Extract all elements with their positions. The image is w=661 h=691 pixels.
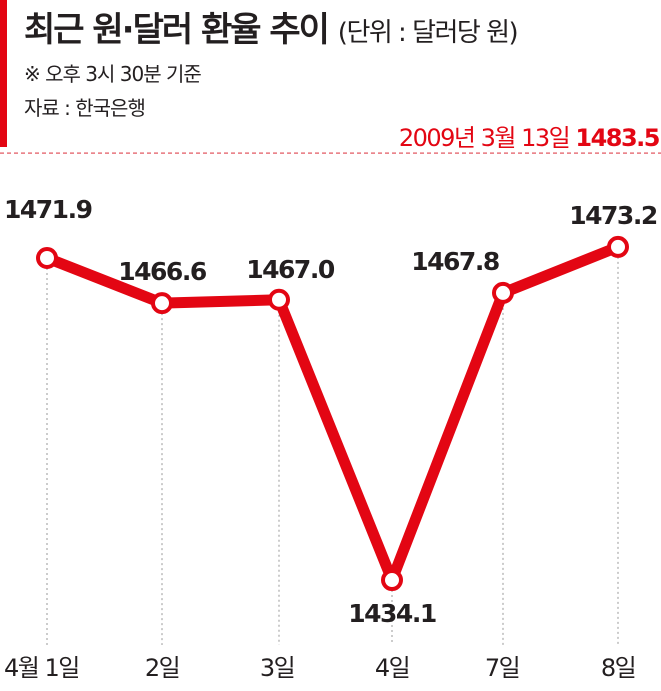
- series-line: [44, 241, 621, 586]
- reference-value: 1483.5: [575, 124, 660, 152]
- chart-title: 최근 원·달러 환율 추이 (단위 : 달러당 원): [24, 2, 519, 51]
- accent-bar: [0, 0, 7, 147]
- data-label: 1471.9: [4, 195, 92, 224]
- x-tick-label: 3일: [260, 654, 294, 682]
- data-label: 1473.2: [569, 201, 657, 230]
- x-tick-label: 8일: [601, 654, 635, 682]
- x-tick-label: 4일: [375, 654, 409, 682]
- reference-label: 2009년 3월 13일 1483.5: [398, 118, 661, 153]
- data-point: [607, 235, 629, 258]
- data-label: 1467.0: [246, 255, 335, 284]
- data-point: [381, 569, 403, 592]
- title-text: 최근 원·달러 환율 추이: [24, 10, 330, 50]
- data-point: [268, 288, 290, 311]
- data-label: 1467.8: [411, 247, 499, 276]
- time-note: ※ 오후 3시 30분 기준: [24, 62, 202, 86]
- unit-label: (단위 : 달러당 원): [337, 18, 519, 48]
- x-tick-label: 7일: [485, 654, 519, 682]
- data-point: [151, 292, 173, 315]
- data-point: [492, 281, 514, 304]
- data-label: 1466.6: [118, 257, 207, 286]
- data-label: 1434.1: [348, 599, 436, 628]
- source-note: 자료 : 한국은행: [24, 96, 146, 120]
- reference-date: 2009년 3월 13일: [398, 124, 571, 152]
- data-point: [36, 247, 58, 269]
- x-tick-label: 2일: [145, 654, 179, 682]
- x-tick-label: 4월 1일: [4, 654, 79, 682]
